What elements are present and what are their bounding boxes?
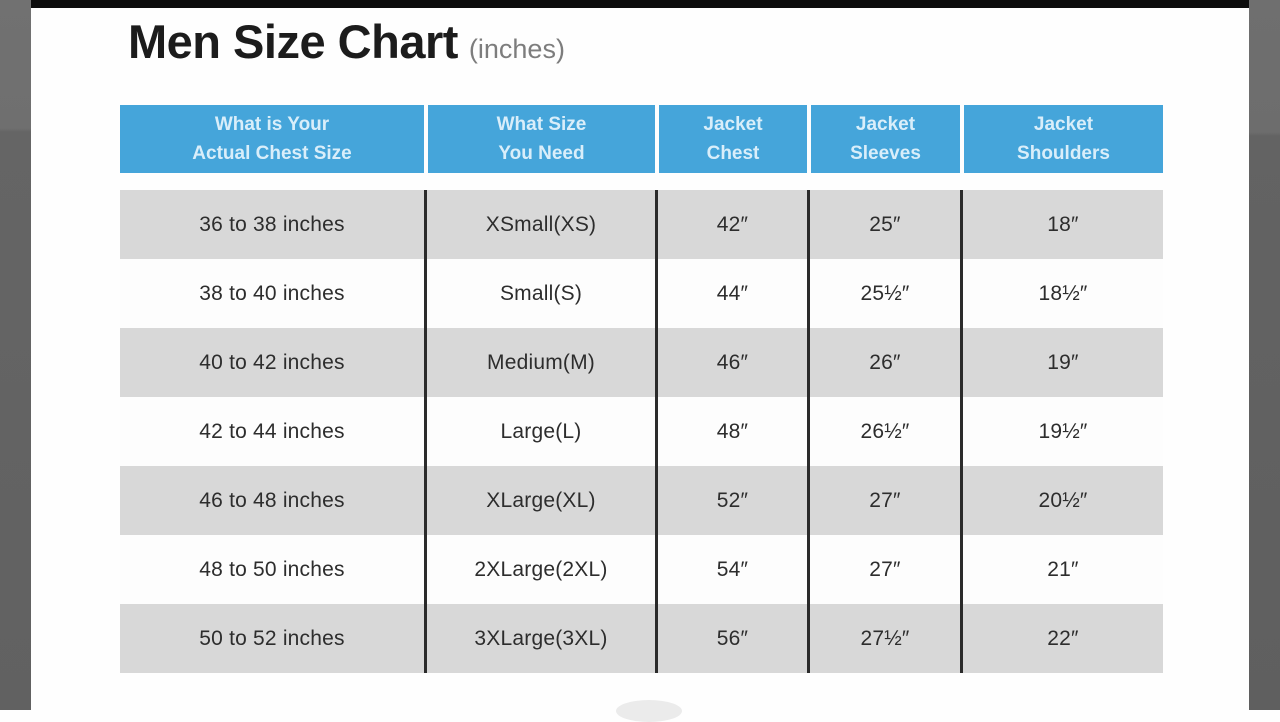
cell-jacket-chest: 48″ <box>655 397 807 466</box>
cell-size-name: 2XLarge(2XL) <box>424 535 655 604</box>
column-header-jacket-shoulders: Jacket Shoulders <box>960 105 1163 173</box>
cell-jacket-sleeves: 27″ <box>807 466 960 535</box>
left-gray-bar <box>0 0 31 710</box>
cutoff-logo-arc <box>616 700 682 722</box>
cell-jacket-sleeves: 26½″ <box>807 397 960 466</box>
cell-size-name: Medium(M) <box>424 328 655 397</box>
table-row: 46 to 48 inches XLarge(XL) 52″ 27″ 20½″ <box>120 466 1163 535</box>
table-row: 42 to 44 inches Large(L) 48″ 26½″ 19½″ <box>120 397 1163 466</box>
cell-jacket-shoulders: 18½″ <box>960 259 1163 328</box>
column-header-jacket-sleeves: Jacket Sleeves <box>807 105 960 173</box>
table-body: 36 to 38 inches XSmall(XS) 42″ 25″ 18″ 3… <box>120 190 1163 673</box>
cell-jacket-shoulders: 18″ <box>960 190 1163 259</box>
cell-jacket-chest: 46″ <box>655 328 807 397</box>
cell-jacket-chest: 44″ <box>655 259 807 328</box>
cell-jacket-shoulders: 19″ <box>960 328 1163 397</box>
table-row: 48 to 50 inches 2XLarge(2XL) 54″ 27″ 21″ <box>120 535 1163 604</box>
column-header-actual-chest-size: What is Your Actual Chest Size <box>120 105 424 173</box>
table-row: 50 to 52 inches 3XLarge(3XL) 56″ 27½″ 22… <box>120 604 1163 673</box>
cell-jacket-sleeves: 27″ <box>807 535 960 604</box>
men-size-chart-table: What is Your Actual Chest Size What Size… <box>120 105 1163 673</box>
cell-jacket-chest: 54″ <box>655 535 807 604</box>
column-header-size-you-need: What Size You Need <box>424 105 655 173</box>
cell-size-name: XLarge(XL) <box>424 466 655 535</box>
column-header-jacket-chest: Jacket Chest <box>655 105 807 173</box>
header-line: What Size <box>496 113 587 135</box>
cell-jacket-chest: 42″ <box>655 190 807 259</box>
cell-size-name: 3XLarge(3XL) <box>424 604 655 673</box>
header-line: Jacket <box>1033 113 1094 135</box>
top-black-bar <box>31 0 1249 8</box>
cell-jacket-sleeves: 25″ <box>807 190 960 259</box>
header-line: Jacket <box>855 113 916 135</box>
cell-size-name: XSmall(XS) <box>424 190 655 259</box>
header-line: What is Your <box>214 113 330 135</box>
cell-size-name: Large(L) <box>424 397 655 466</box>
cell-size-name: Small(S) <box>424 259 655 328</box>
page-title: Men Size Chart (inches) <box>128 14 565 69</box>
cell-jacket-shoulders: 19½″ <box>960 397 1163 466</box>
table-row: 38 to 40 inches Small(S) 44″ 25½″ 18½″ <box>120 259 1163 328</box>
cell-jacket-sleeves: 25½″ <box>807 259 960 328</box>
cell-jacket-shoulders: 22″ <box>960 604 1163 673</box>
title-text: Men Size Chart <box>128 15 458 68</box>
cell-jacket-chest: 52″ <box>655 466 807 535</box>
cell-chest-range: 46 to 48 inches <box>199 488 345 512</box>
cell-jacket-sleeves: 26″ <box>807 328 960 397</box>
right-gray-bar <box>1249 0 1280 710</box>
cell-chest-range: 38 to 40 inches <box>199 281 345 305</box>
header-line: Sleeves <box>850 143 921 164</box>
cell-jacket-sleeves: 27½″ <box>807 604 960 673</box>
header-line: You Need <box>498 143 585 164</box>
cell-jacket-shoulders: 20½″ <box>960 466 1163 535</box>
cell-chest-range: 48 to 50 inches <box>199 557 345 581</box>
cell-chest-range: 50 to 52 inches <box>199 626 345 650</box>
cell-chest-range: 40 to 42 inches <box>199 350 345 374</box>
cell-jacket-chest: 56″ <box>655 604 807 673</box>
table-row: 40 to 42 inches Medium(M) 46″ 26″ 19″ <box>120 328 1163 397</box>
table-header-row: What is Your Actual Chest Size What Size… <box>120 105 1163 173</box>
header-line: Chest <box>706 143 760 164</box>
title-units-note: (inches) <box>468 34 565 64</box>
header-line: Shoulders <box>1017 143 1110 164</box>
cell-chest-range: 36 to 38 inches <box>199 212 345 236</box>
cell-chest-range: 42 to 44 inches <box>199 419 345 443</box>
cell-jacket-shoulders: 21″ <box>960 535 1163 604</box>
header-line: Actual Chest Size <box>192 143 352 164</box>
header-line: Jacket <box>703 113 763 135</box>
table-row: 36 to 38 inches XSmall(XS) 42″ 25″ 18″ <box>120 190 1163 259</box>
